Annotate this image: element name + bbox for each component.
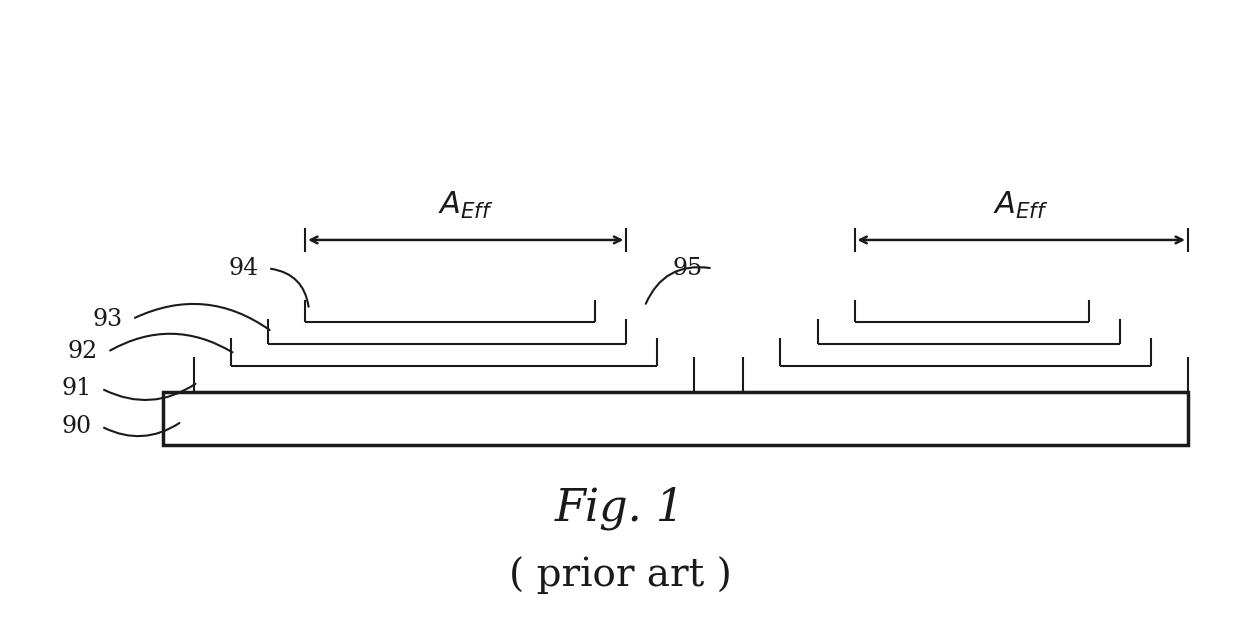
Text: ( prior art ): ( prior art ) — [508, 556, 732, 594]
Text: $A_{Eff}$: $A_{Eff}$ — [438, 189, 494, 221]
Text: 92: 92 — [68, 341, 98, 364]
Text: 94: 94 — [228, 257, 259, 280]
Text: Fig. 1: Fig. 1 — [554, 487, 686, 530]
Text: $A_{Eff}$: $A_{Eff}$ — [993, 189, 1049, 221]
Bar — [164, 392, 1188, 445]
Text: 91: 91 — [62, 377, 92, 400]
Text: 90: 90 — [62, 415, 92, 438]
Text: 93: 93 — [93, 308, 123, 330]
Text: 95: 95 — [673, 257, 703, 280]
